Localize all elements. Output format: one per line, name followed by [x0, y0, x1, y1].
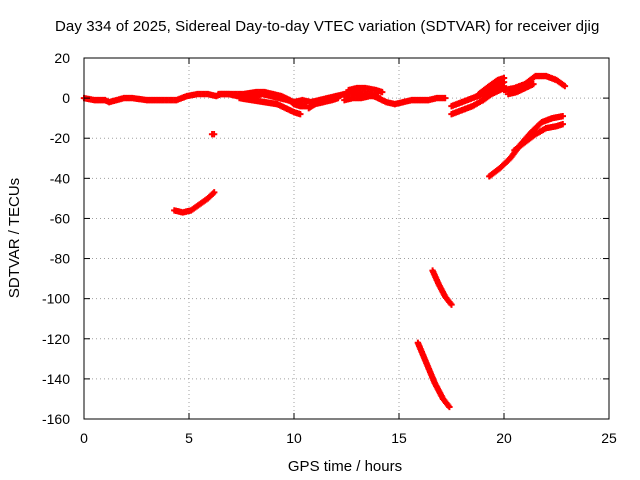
data-point	[559, 120, 566, 128]
data-point	[500, 74, 508, 82]
x-tick-label: 15	[391, 430, 407, 446]
x-tick-label: 5	[185, 430, 193, 446]
data-point	[374, 92, 382, 100]
chart-title: Day 334 of 2025, Sidereal Day-to-day VTE…	[55, 18, 600, 35]
data-points	[80, 72, 569, 411]
data-point	[211, 189, 218, 196]
y-axis-label: SDTVAR / TECUs	[6, 178, 23, 298]
x-tick-label: 25	[601, 430, 617, 446]
x-axis-label: GPS time / hours	[288, 458, 402, 475]
data-point	[297, 110, 304, 118]
y-tick-label: -120	[42, 331, 70, 347]
y-tick-label: 0	[62, 90, 70, 106]
data-point	[210, 131, 218, 138]
data-point	[448, 301, 455, 308]
y-tick-label: 20	[54, 50, 70, 66]
y-tick-label: -60	[50, 210, 70, 226]
y-tick-label: -80	[50, 251, 70, 267]
data-point	[530, 80, 537, 88]
gridlines	[84, 58, 609, 419]
y-tick-label: -100	[42, 291, 70, 307]
data-point	[559, 112, 566, 120]
axis-ticks: 0 5 10 15 20 25 20 0 -20 -40 -60 -80 -100 -120 -140 -16…	[42, 50, 617, 446]
x-tick-label: 10	[286, 430, 302, 446]
data-point	[446, 403, 453, 411]
plot-area-frame	[83, 57, 610, 420]
y-tick-label: -20	[50, 130, 70, 146]
data-point	[442, 94, 449, 102]
data-point	[379, 88, 386, 96]
data-point	[561, 82, 569, 90]
x-tick-label: 0	[80, 430, 88, 446]
x-tick-label: 20	[496, 430, 512, 446]
data-point	[334, 94, 342, 102]
y-tick-label: -140	[42, 371, 70, 387]
y-tick-label: -40	[50, 170, 70, 186]
y-tick-label: -160	[42, 411, 70, 427]
